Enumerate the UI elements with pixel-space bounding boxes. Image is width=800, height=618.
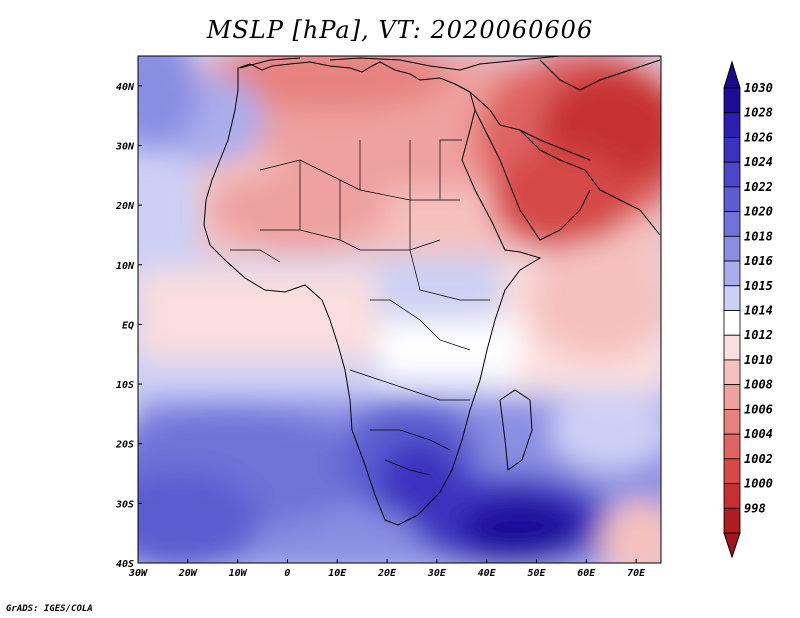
colorbar-swatch: [723, 260, 741, 287]
map-title: MSLP [hPa], VT: 2020060606: [206, 16, 594, 44]
colorbar-swatch: [723, 235, 741, 262]
colorbar-swatch: [723, 359, 741, 386]
colorbar-swatch: [723, 285, 741, 311]
colorbar-label: 1012: [744, 328, 773, 342]
lon-tick-label: 10W: [229, 568, 248, 579]
colorbar-swatch: [723, 384, 741, 410]
colorbar-label: 1020: [744, 205, 773, 219]
lat-tick-label: EQ: [122, 320, 134, 331]
colorbar-label: 1028: [744, 106, 773, 120]
lon-tick-label: 60E: [577, 568, 596, 579]
lat-tick-label: 40N: [116, 82, 135, 93]
colorbar-label: 1015: [744, 279, 773, 293]
colorbar-swatch: [723, 87, 741, 114]
colorbar-swatch: [723, 334, 741, 361]
lon-tick-label: 50E: [527, 568, 546, 579]
colorbar-label: 1022: [744, 180, 773, 194]
coastlines: [203, 56, 661, 526]
colorbar-swatch: [723, 433, 741, 460]
axis-labels: 30W 20W 10W 0 10E 20E 30E 40E 50E 60E 70E 40N 30N 20N…: [115, 82, 646, 579]
colorbar-swatch: [723, 408, 741, 435]
lat-tick-label: 30N: [115, 141, 135, 152]
colorbar-swatch: [723, 211, 741, 237]
colorbar-swatch: [723, 483, 741, 509]
lon-tick-label: 20W: [178, 568, 198, 579]
plot-frame: [137, 55, 662, 564]
lon-tick-label: 30W: [128, 568, 148, 579]
lon-tick-label: 0: [284, 568, 290, 579]
lat-tick-label: 20N: [115, 201, 135, 212]
lat-tick-label: 40S: [116, 559, 134, 570]
lat-tick-label: 10S: [116, 380, 134, 391]
colorbar-swatch: [723, 112, 741, 138]
colorbar-label: 1026: [744, 130, 773, 144]
colorbar-bottom-cap: [723, 532, 741, 559]
colorbar-swatch: [723, 458, 741, 484]
colorbar-label: 1024: [744, 155, 773, 169]
colorbar-swatch: [723, 161, 741, 188]
colorbar-swatch: [723, 137, 741, 163]
colorbar-label: 1004: [744, 427, 773, 441]
colorbar-label: 998: [744, 501, 766, 515]
colorbar-top-cap: [723, 60, 741, 89]
colorbar-label: 1014: [744, 304, 773, 318]
lat-tick-label: 30S: [115, 499, 134, 510]
colorbar-label: 1018: [744, 229, 773, 243]
pressure-field: [138, 56, 661, 563]
colorbar-label: 1002: [744, 452, 773, 466]
lon-tick-label: 10E: [328, 568, 347, 579]
colorbar-swatch: [723, 507, 741, 534]
lon-tick-label: 70E: [627, 568, 646, 579]
lat-tick-label: 20S: [115, 440, 134, 451]
colorbar-label: 1030: [744, 81, 773, 95]
colorbar-label: 1010: [744, 353, 773, 367]
colorbar-label: 1000: [744, 477, 773, 491]
colorbar-label: 1008: [744, 378, 773, 392]
lon-tick-label: 40E: [478, 568, 497, 579]
credit-text: GrADS: IGES/COLA: [6, 604, 93, 614]
lon-tick-label: 20E: [377, 568, 397, 579]
lon-tick-label: 30E: [427, 568, 447, 579]
colorbar-swatch: [723, 186, 741, 213]
colorbar-label: 1006: [744, 402, 773, 416]
colorbar-swatch: [723, 310, 741, 336]
colorbar-label: 1016: [744, 254, 773, 268]
country-borders: [230, 139, 490, 476]
lat-tick-label: 10N: [116, 261, 135, 272]
